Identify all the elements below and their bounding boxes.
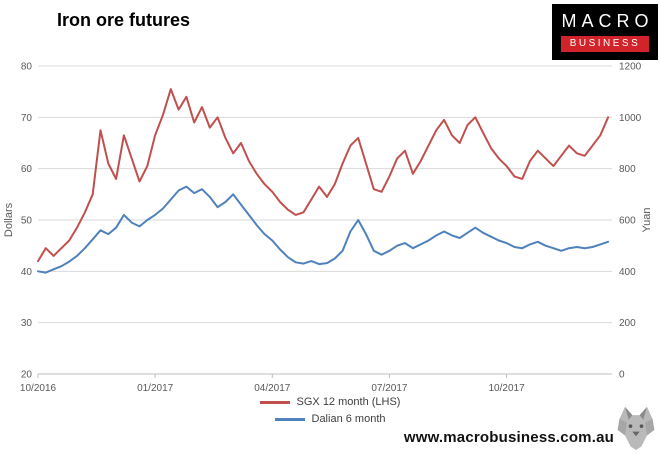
legend-label-sgx: SGX 12 month (LHS) (296, 396, 401, 408)
website-url: www.macrobusiness.com.au (403, 429, 614, 446)
sgx-line-swatch (259, 400, 290, 404)
right-axis-tick-label: 600 (619, 216, 636, 227)
legend-item-sgx: SGX 12 month (LHS) (259, 396, 401, 408)
chart-legend: SGX 12 month (LHS) Dalian 6 month (0, 396, 660, 425)
x-axis-tick-label: 10/2017 (488, 383, 525, 394)
series-line-1 (37, 88, 610, 263)
x-axis-tick-label: 10/2016 (20, 383, 57, 394)
legend-item-dalian: Dalian 6 month (274, 413, 386, 425)
x-axis-tick-label: 07/2017 (371, 383, 408, 394)
right-axis-tick-label: 1200 (619, 62, 642, 73)
left-axis-tick-label: 40 (21, 267, 33, 278)
left-axis-tick-label: 60 (21, 164, 33, 175)
chart-title: Iron ore futures (57, 10, 191, 30)
legend-label-dalian: Dalian 6 month (311, 413, 386, 425)
right-axis-tick-label: 400 (619, 267, 636, 278)
right-axis-tick-label: 1000 (619, 113, 642, 124)
left-axis-tick-label: 20 (21, 370, 33, 381)
series-line-2 (37, 185, 610, 274)
macrobusiness-logo: MACRO BUSINESS (552, 4, 658, 60)
logo-business-text: BUSINESS (561, 36, 649, 52)
x-axis-tick-label: 04/2017 (254, 383, 291, 394)
right-axis-title: Yuan (641, 207, 653, 232)
left-axis-title: Dollars (3, 202, 15, 237)
left-axis-tick-label: 30 (21, 318, 33, 329)
left-axis-tick-label: 80 (21, 62, 33, 73)
dalian-line-swatch (274, 417, 305, 421)
right-axis-tick-label: 800 (619, 164, 636, 175)
left-axis-tick-label: 50 (21, 216, 33, 227)
left-axis-tick-label: 70 (21, 113, 33, 124)
logo-macro-text: MACRO (561, 11, 654, 31)
right-axis-tick-label: 200 (619, 318, 636, 329)
x-axis-tick-label: 01/2017 (137, 383, 174, 394)
right-axis-tick-label: 0 (619, 370, 625, 381)
wolf-logo-icon (617, 406, 655, 450)
